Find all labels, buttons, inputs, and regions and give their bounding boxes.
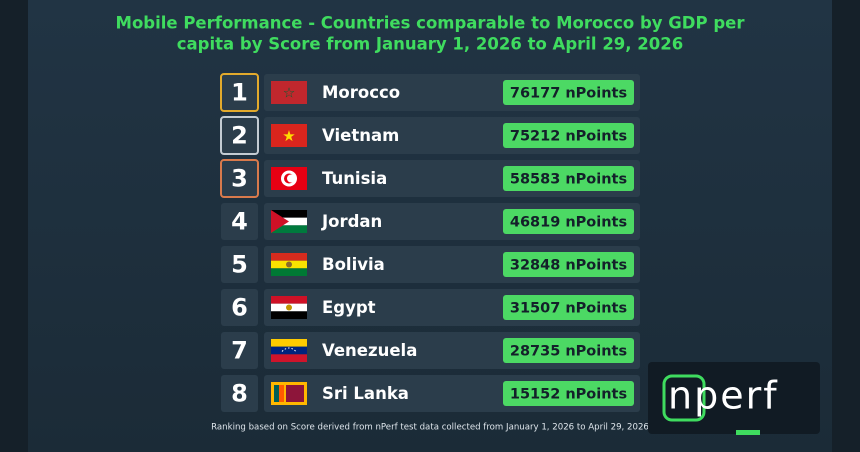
score-pill	[503, 381, 634, 406]
footnote: Ranking based on Score derived from nPer…	[211, 423, 649, 433]
logo-box	[648, 362, 820, 434]
score: 31507 nPoints	[510, 301, 627, 317]
flag-stripe	[271, 268, 307, 276]
score: 76177 nPoints	[510, 86, 627, 102]
score: 28735 nPoints	[510, 344, 627, 360]
flag-field	[271, 81, 307, 104]
flag	[271, 382, 307, 405]
flag: ★	[271, 124, 307, 147]
country-name: Vietnam	[322, 126, 399, 145]
score-pill	[503, 295, 634, 320]
title-line: Mobile Performance - Countries comparabl…	[116, 14, 746, 33]
ranking-row: 4 Jordan 46819 nPoints	[221, 203, 640, 240]
flag-crescent-cut	[287, 174, 295, 183]
flag	[271, 253, 307, 276]
score: 58583 nPoints	[510, 172, 627, 188]
ranking-row: 5 Bolivia 32848 nPoints	[221, 246, 640, 283]
flag-star: ☆	[283, 86, 296, 102]
flag-star: ★	[282, 127, 295, 145]
flag-stripe	[271, 354, 307, 362]
country-name: Egypt	[322, 298, 376, 317]
ranking-list: 1 ☆ Morocco 76177 nPoints 2 ★ Vietnam 75212 nPo…	[220, 73, 640, 412]
score: 15152 nPoints	[510, 387, 627, 403]
flag-field	[271, 124, 307, 147]
logo-icon	[662, 374, 706, 422]
flag	[271, 210, 307, 233]
flag-stripe	[274, 385, 279, 402]
logo-accent	[736, 430, 760, 435]
country-name: Bolivia	[322, 255, 385, 274]
logo: nperf	[648, 362, 820, 435]
ranking-row: 3 Tunisia 58583 nPoints	[220, 159, 640, 198]
country-name: Venezuela	[322, 341, 417, 360]
flag-stripe	[271, 311, 307, 319]
rank: 3	[231, 165, 248, 193]
ranking-row: 8 Sri Lanka 15152 nPoints	[221, 375, 640, 412]
rank-box	[221, 375, 258, 412]
ranking-row: 2 ★ Vietnam 75212 nPoints	[220, 116, 640, 155]
rank-box	[220, 73, 259, 112]
score: 32848 nPoints	[510, 258, 627, 274]
rank: 7	[231, 337, 248, 365]
flag-stripe	[279, 385, 284, 402]
flag	[271, 339, 307, 362]
flag-panel	[286, 385, 304, 402]
rank: 8	[231, 380, 248, 408]
flag-stars	[281, 347, 297, 352]
rank-box	[221, 246, 258, 283]
flag-triangle	[271, 210, 289, 233]
score-pill	[503, 166, 634, 191]
ranking-row: 6 Egypt 31507 nPoints	[221, 289, 640, 326]
flag-stripe	[271, 210, 307, 218]
score-pill	[503, 209, 634, 234]
flag-emblem	[286, 304, 292, 311]
flag	[271, 167, 307, 190]
flag-stripe	[271, 346, 307, 355]
score: 75212 nPoints	[510, 129, 627, 145]
country-name: Jordan	[321, 212, 382, 231]
rank-box	[221, 332, 258, 369]
country-name: Morocco	[322, 83, 400, 102]
rank-box	[220, 159, 259, 198]
flag	[271, 296, 307, 319]
flag-stripe	[271, 253, 307, 261]
country-name: Tunisia	[322, 169, 387, 188]
rank: 6	[231, 294, 248, 322]
rank-box	[221, 289, 258, 326]
logo-text: nperf	[668, 374, 779, 418]
flag-stripe	[271, 225, 307, 233]
score-pill	[503, 123, 634, 148]
ranking-row: 1 ☆ Morocco 76177 nPoints	[220, 73, 640, 112]
ranking-row: 7 Venezuela 28735 nPoints	[221, 332, 640, 369]
flag-stripe	[271, 296, 307, 304]
rank: 1	[231, 79, 248, 107]
rank-box	[220, 116, 259, 155]
score: 46819 nPoints	[510, 215, 627, 231]
rank: 2	[231, 122, 248, 150]
score-pill	[503, 338, 634, 363]
flag-stripe	[271, 339, 307, 347]
country-name: Sri Lanka	[322, 384, 409, 403]
flag: ☆	[271, 81, 307, 104]
score-pill	[503, 252, 634, 277]
rank: 5	[231, 251, 248, 279]
rank: 4	[231, 208, 248, 236]
rank-box	[221, 203, 258, 240]
title-line: capita by Score from January 1, 2026 to …	[177, 35, 683, 54]
score-pill	[503, 80, 634, 105]
flag-emblem	[286, 261, 292, 268]
